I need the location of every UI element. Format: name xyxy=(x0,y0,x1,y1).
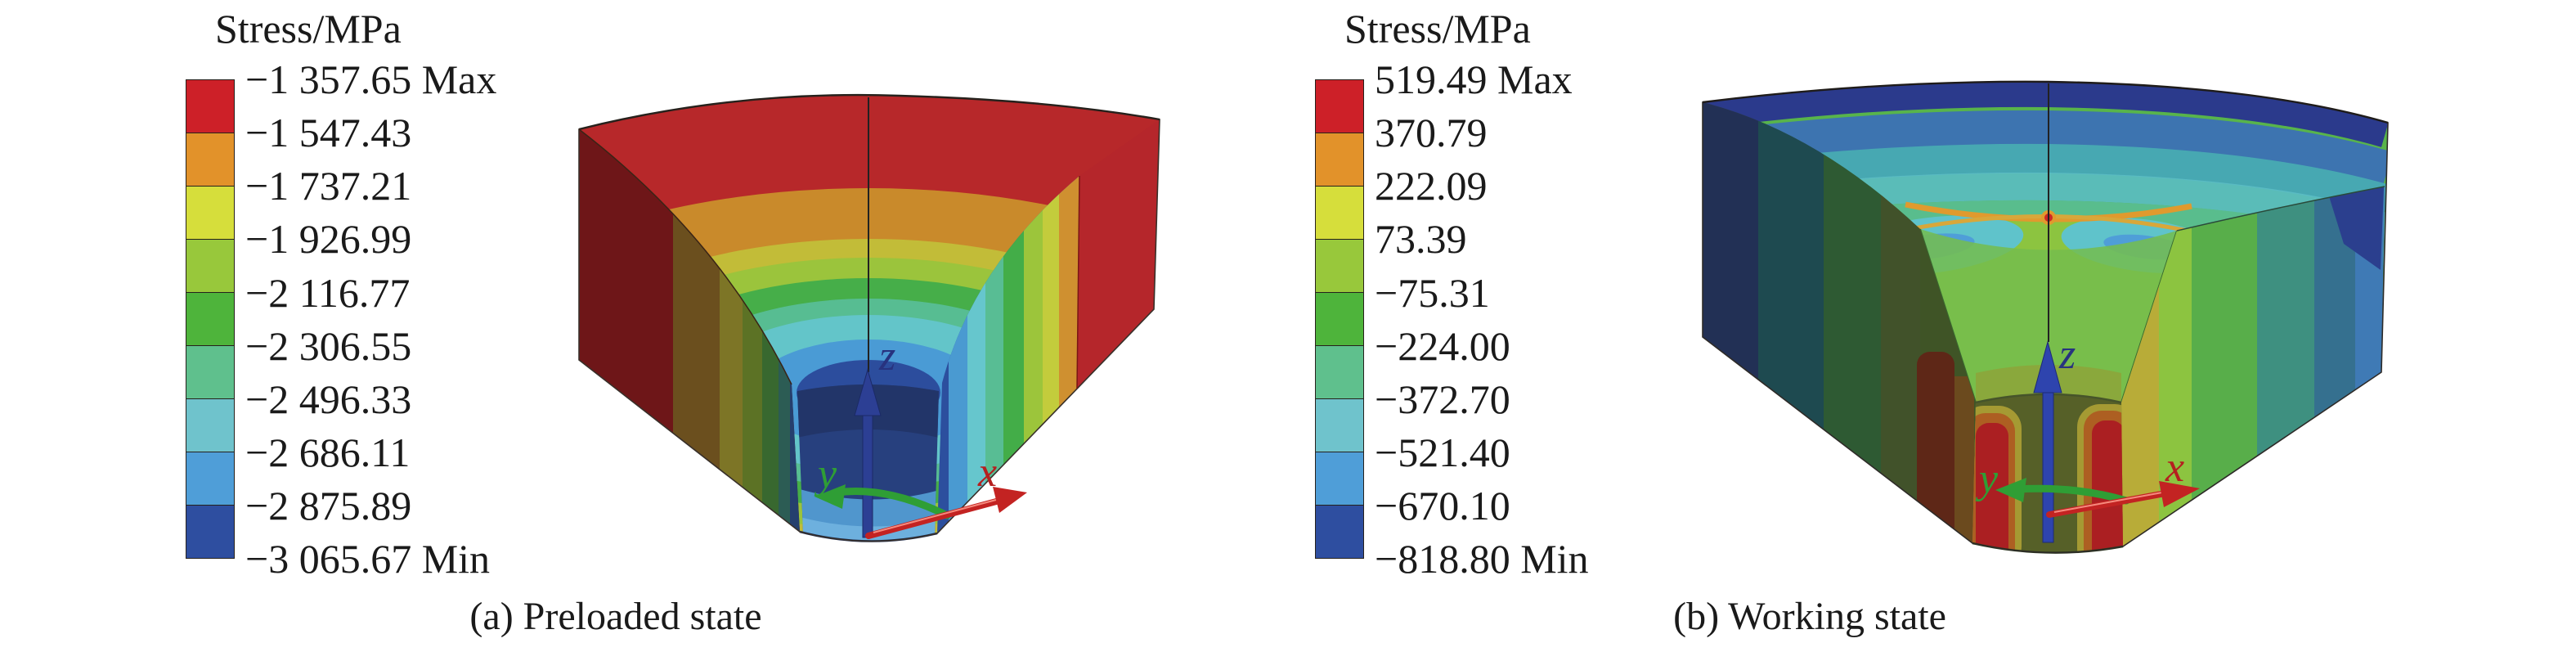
colorbar-label: −1 926.99 xyxy=(245,216,412,262)
x-axis-arrow xyxy=(2046,481,2200,518)
axes-b: z y x xyxy=(1975,331,2200,543)
colorbar-a xyxy=(186,79,235,559)
axes-a: z y x xyxy=(814,333,1027,539)
model-a-edges xyxy=(578,93,1160,542)
y-axis-arrow xyxy=(1995,478,2130,505)
outer-surface-a xyxy=(1077,119,1160,389)
colorbar-label: −521.40 xyxy=(1375,429,1510,475)
caption-a: (a) Preloaded state xyxy=(469,595,762,638)
colorbar-band xyxy=(186,133,234,187)
colorbar-label: −372.70 xyxy=(1375,376,1510,422)
z-axis-label: z xyxy=(878,333,895,380)
colorbar-label: −2 686.11 xyxy=(245,429,411,475)
colorbar-band xyxy=(1316,452,1363,506)
legend-a-title: Stress/MPa xyxy=(215,6,402,52)
colorbar-band xyxy=(186,452,234,506)
caption-b: (b) Working state xyxy=(1673,595,1946,638)
stress-model-b: z y x xyxy=(1702,80,2389,554)
colorbar-band xyxy=(186,187,234,240)
colorbar-label: −3 065.67 Min xyxy=(245,536,491,582)
x-axis-label: x xyxy=(2165,444,2184,491)
colorbar-label: 519.49 Max xyxy=(1375,56,1573,102)
legend-a: Stress/MPa −1 357.65 Max −1 547.43 −1 73… xyxy=(186,0,562,622)
colorbar-band xyxy=(186,506,234,558)
colorbar-label: −1 357.65 Max xyxy=(245,56,497,102)
model-b-edges xyxy=(1702,80,2389,554)
colorbar-label: −75.31 xyxy=(1375,270,1490,316)
z-axis-arrow xyxy=(2033,340,2062,543)
y-axis-label: y xyxy=(814,451,837,497)
legend-b-title: Stress/MPa xyxy=(1344,6,1531,52)
colorbar-band xyxy=(186,80,234,133)
colorbar-label: −670.10 xyxy=(1375,483,1510,528)
colorbar-band xyxy=(1316,187,1363,240)
x-axis-arrow xyxy=(865,487,1027,539)
colorbar-band xyxy=(186,293,234,346)
colorbar-band xyxy=(186,346,234,399)
colorbar-band xyxy=(1316,240,1363,293)
colorbar-band xyxy=(1316,293,1363,346)
colorbar-label: 222.09 xyxy=(1375,163,1488,209)
colorbar-label: −2 116.77 xyxy=(245,270,411,316)
colorbar-label: −1 737.21 xyxy=(245,163,412,209)
stress-model-a: z y x xyxy=(578,93,1160,542)
colorbar-band xyxy=(186,240,234,293)
colorbar-label: −2 306.55 xyxy=(245,323,412,369)
z-axis-label: z xyxy=(2058,331,2076,378)
colorbar-band xyxy=(1316,399,1363,452)
y-axis-arrow xyxy=(815,484,951,519)
y-axis-label: y xyxy=(1975,456,1999,502)
x-axis-label: x xyxy=(977,449,997,496)
colorbar-label: −2 875.89 xyxy=(245,483,412,528)
colorbar-band xyxy=(186,399,234,452)
colorbar-label: −818.80 Min xyxy=(1375,536,1589,582)
colorbar-band xyxy=(1316,506,1363,558)
z-axis-arrow xyxy=(854,368,882,538)
colorbar-label: −1 547.43 xyxy=(245,110,412,155)
colorbar-label: −2 496.33 xyxy=(245,376,412,422)
colorbar-band xyxy=(1316,80,1363,133)
legend-b: Stress/MPa 519.49 Max 370.79 222.09 73.3… xyxy=(1315,0,1691,622)
colorbar-label: 73.39 xyxy=(1375,216,1467,262)
colorbar-label: 370.79 xyxy=(1375,110,1488,155)
colorbar-b xyxy=(1315,79,1364,559)
colorbar-label: −224.00 xyxy=(1375,323,1510,369)
colorbar-band xyxy=(1316,346,1363,399)
colorbar-band xyxy=(1316,133,1363,187)
